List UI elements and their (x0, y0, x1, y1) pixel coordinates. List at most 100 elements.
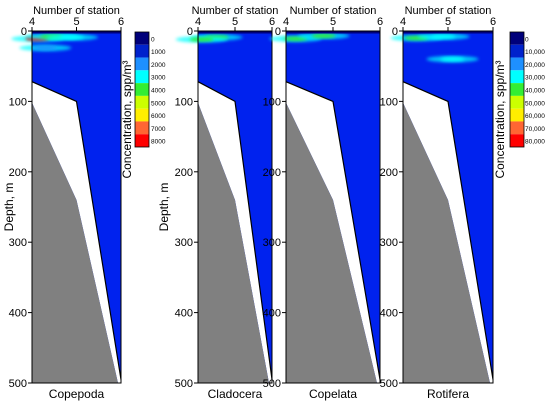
surface-band (403, 31, 493, 34)
no-data-zone (32, 81, 121, 384)
colorbar-tick-label: 5000 (151, 100, 166, 107)
panel-title: Cladocera (208, 387, 263, 401)
colorbar-swatch (135, 83, 149, 96)
colorbar-swatch (135, 57, 149, 71)
surface-band (32, 31, 121, 34)
colorbar-swatch (510, 95, 524, 109)
y-axis-title: Depth, m (2, 183, 16, 232)
hotspot (60, 35, 85, 40)
seabed (286, 102, 377, 384)
bottom-line (285, 81, 381, 380)
x-tick-label: 6 (490, 16, 496, 28)
y-tick-label: 400 (380, 308, 398, 320)
x-tick-label: 4 (400, 16, 406, 28)
colorbar-tick-label: 7000 (151, 126, 166, 133)
x-axis-title: Number of station (192, 5, 279, 17)
colorbar-swatch (510, 134, 524, 147)
y-tick-label: 200 (175, 167, 193, 179)
colorbar-tick-label: 4000 (151, 88, 166, 95)
colorbar-swatch (135, 134, 149, 147)
x-axis-title: Number of station (290, 5, 377, 17)
surface-band (198, 31, 272, 34)
x-tick-label: 4 (283, 16, 289, 28)
y-tick-label: 100 (175, 96, 193, 108)
colorbar-title: Concentration, spp/m³ (120, 60, 134, 178)
colorbar-tick-label: 40,000 (525, 88, 545, 95)
seabed (32, 102, 118, 384)
x-axis-title: Number of station (33, 5, 120, 17)
y-tick-label: 400 (9, 308, 27, 320)
colorbar-frame (134, 31, 150, 148)
hotspot (311, 33, 336, 38)
colorbar-title: Concentration, spp/m³ (493, 60, 507, 178)
y-axis-title: Depth, m (157, 183, 171, 232)
colorbar-tick-label: 6000 (151, 113, 166, 120)
y-tick-label: 0 (275, 26, 281, 38)
colorbar-swatch (135, 121, 149, 135)
colorbar-tick-label: 20,000 (525, 62, 545, 69)
bottom-line (197, 81, 273, 380)
colorbar-frame (509, 31, 525, 148)
y-tick-label: 400 (263, 308, 281, 320)
surface-band (286, 31, 380, 34)
y-tick-label: 300 (9, 237, 27, 249)
y-tick-label: 0 (392, 26, 398, 38)
hotspot (33, 45, 58, 50)
colorbar-tick-label: 60,000 (525, 113, 545, 120)
hotspot (431, 34, 456, 39)
x-tick-label: 5 (232, 16, 238, 28)
colorbar-tick-label: 1000 (151, 49, 166, 56)
y-tick-label: 300 (380, 237, 398, 249)
x-tick-label: 5 (445, 16, 451, 28)
colorbar-swatch (510, 108, 524, 122)
colorbar: 0 1000 2000 3000 4000 5000 6000 7000 8000 Concent… (120, 31, 166, 179)
colorbar: 0 10,000 20,000 30,000 40,000 50,000 60,000 70,… (493, 31, 545, 179)
colorbar-swatch (510, 44, 524, 58)
bottom-line (402, 81, 494, 380)
colorbar-tick-label: 8000 (151, 139, 166, 146)
colorbar-tick-label: 80,000 (525, 139, 545, 146)
colorbar-swatch (510, 70, 524, 84)
colorbar-swatch (135, 32, 149, 45)
colorbar-swatch (135, 108, 149, 122)
panel-title: Rotifera (427, 387, 469, 401)
y-tick-label: 200 (9, 167, 27, 179)
colorbar-swatch (135, 95, 149, 109)
y-tick-label: 0 (187, 26, 193, 38)
hotspot (440, 57, 465, 62)
y-tick-label: 300 (263, 237, 281, 249)
y-tick-label: 500 (263, 378, 281, 390)
panel-title: Copelata (309, 387, 357, 401)
y-tick-label: 400 (175, 308, 193, 320)
colorbar-swatch (135, 44, 149, 58)
colorbar-swatch (510, 83, 524, 96)
colorbar-tick-label: 3000 (151, 75, 166, 82)
y-tick-label: 0 (21, 26, 27, 38)
hotspot (189, 37, 214, 42)
x-tick-label: 4 (195, 16, 201, 28)
y-tick-label: 200 (380, 167, 398, 179)
colorbar-swatch (510, 32, 524, 45)
x-tick-label: 6 (377, 16, 383, 28)
hotspot (283, 36, 308, 41)
y-tick-label: 500 (9, 378, 27, 390)
y-tick-label: 500 (380, 378, 398, 390)
y-tick-label: 200 (263, 167, 281, 179)
x-tick-label: 5 (73, 16, 79, 28)
colorbar-swatch (510, 57, 524, 71)
colorbar-tick-label: 2000 (151, 62, 166, 69)
y-tick-label: 100 (9, 96, 27, 108)
no-data-zone (403, 81, 493, 384)
x-axis-title: Number of station (405, 5, 492, 17)
no-data-zone (198, 81, 272, 384)
x-tick-label: 6 (118, 16, 124, 28)
seabed (198, 102, 269, 384)
y-tick-label: 500 (175, 378, 193, 390)
colorbar-swatch (135, 70, 149, 84)
colorbar-tick-label: 0 (151, 36, 155, 43)
panel-title: Copepoda (49, 387, 105, 401)
